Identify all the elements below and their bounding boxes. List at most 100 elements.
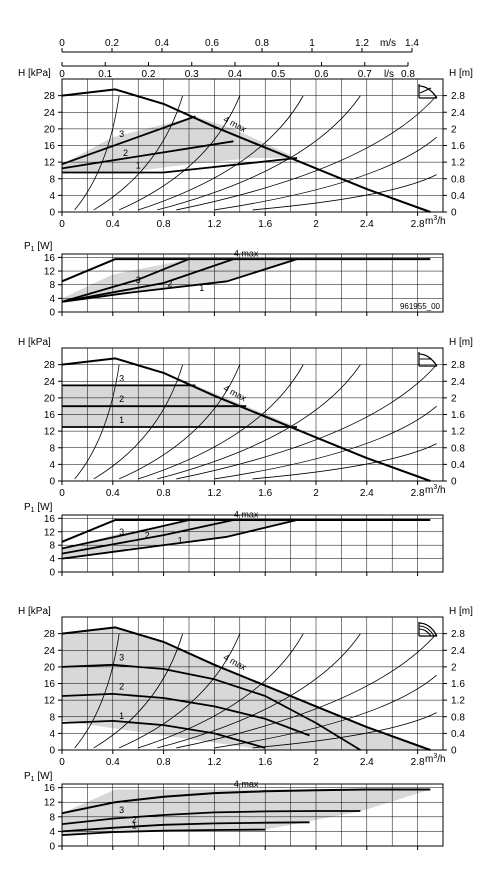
right-tick-label: 0 bbox=[451, 208, 457, 219]
flow-tick-label: 0.1 bbox=[98, 69, 112, 80]
system-curve bbox=[138, 633, 304, 749]
right-tick-label: 1.6 bbox=[451, 410, 465, 421]
x-tick-label: 2 bbox=[313, 488, 319, 499]
system-curve bbox=[118, 364, 241, 480]
y-tick-label: 0 bbox=[49, 308, 55, 319]
series-line-3 bbox=[61, 663, 361, 751]
y-tick-label: 16 bbox=[44, 141, 56, 152]
x-tick-label: 2.4 bbox=[360, 219, 374, 230]
y-tick-label: 20 bbox=[44, 662, 56, 673]
right-tick-label: 1.6 bbox=[451, 679, 465, 690]
system-curve bbox=[157, 95, 361, 211]
series-line-1 bbox=[61, 828, 266, 836]
x-tick-label: 0.4 bbox=[106, 219, 120, 230]
right-tick-label: 2.4 bbox=[451, 377, 465, 388]
operating-range-shading bbox=[62, 116, 297, 173]
x-axis-label: m3/h bbox=[425, 484, 446, 496]
series-label-3: 3 bbox=[119, 653, 124, 663]
y-tick-label: 0 bbox=[49, 842, 55, 853]
x-tick-label: 0.4 bbox=[106, 757, 120, 768]
series-label-1: 1 bbox=[136, 160, 141, 170]
series-label-2: 2 bbox=[119, 682, 124, 692]
y-axis-label: H [kPa] bbox=[18, 337, 51, 348]
x-tick-label: 2.8 bbox=[411, 757, 425, 768]
plot-frame bbox=[61, 783, 444, 847]
y-tick-label: 8 bbox=[49, 174, 55, 185]
x-tick-label: 1.6 bbox=[258, 757, 272, 768]
x-tick-label: 0.8 bbox=[157, 757, 171, 768]
y-tick-label: 16 bbox=[44, 783, 56, 794]
flow-tick-label: 0.4 bbox=[228, 69, 242, 80]
y-tick-label: 8 bbox=[49, 812, 55, 823]
series-label-2: 2 bbox=[123, 148, 128, 158]
right-tick-label: 0.4 bbox=[451, 191, 465, 202]
flow-tick-label: 0.3 bbox=[185, 69, 199, 80]
flow-tick-label: 0.8 bbox=[401, 69, 415, 80]
system-curve bbox=[157, 364, 361, 480]
y-tick-label: 12 bbox=[44, 267, 56, 278]
x-tick-label: 1.6 bbox=[258, 488, 272, 499]
series-label-3: 3 bbox=[136, 275, 141, 285]
x-tick-label: 2.4 bbox=[360, 757, 374, 768]
right-tick-label: 0.4 bbox=[451, 729, 465, 740]
right-tick-label: 2 bbox=[451, 124, 457, 135]
system-curve bbox=[157, 633, 361, 749]
right-tick-label: 0.8 bbox=[451, 174, 465, 185]
series-label-3: 3 bbox=[119, 129, 124, 139]
plot-frame bbox=[61, 514, 444, 573]
y-tick-label: 16 bbox=[44, 679, 56, 690]
y-tick-label: 24 bbox=[44, 108, 56, 119]
x-tick-label: 0.8 bbox=[157, 219, 171, 230]
y-tick-label: 0 bbox=[49, 477, 55, 488]
right-tick-label: 0 bbox=[451, 746, 457, 757]
series-line-4-max bbox=[61, 88, 431, 213]
series-line-4-max bbox=[61, 626, 431, 751]
system-curve bbox=[93, 633, 184, 749]
series-line-2 bbox=[61, 519, 234, 555]
right-tick-label: 0.8 bbox=[451, 712, 465, 723]
right-axis-label: H [m] bbox=[449, 337, 473, 348]
series-line-1 bbox=[61, 519, 298, 560]
x-tick-label: 0 bbox=[59, 488, 65, 499]
constant-pressure-icon bbox=[418, 352, 438, 367]
y-tick-label: 12 bbox=[44, 696, 56, 707]
y-tick-label: 24 bbox=[44, 646, 56, 657]
y-tick-label: 16 bbox=[44, 514, 56, 525]
series-line-1 bbox=[62, 157, 298, 174]
velocity-axis-label: m/s bbox=[380, 38, 396, 49]
system-curve bbox=[74, 633, 120, 749]
series-label-1: 1 bbox=[119, 415, 124, 425]
figure-code: 961955_00 bbox=[400, 302, 441, 311]
series-label-2: 2 bbox=[132, 814, 137, 824]
velocity-tick-label: 1.4 bbox=[405, 38, 419, 49]
y-tick-label: 20 bbox=[44, 393, 56, 404]
icon-curve-a bbox=[418, 622, 438, 637]
right-tick-label: 2.8 bbox=[451, 91, 465, 102]
icon-curve-c bbox=[418, 628, 432, 637]
system-curve bbox=[118, 633, 241, 749]
series-label-2: 2 bbox=[145, 530, 150, 540]
series-line-4-max bbox=[61, 258, 431, 283]
system-curve bbox=[252, 174, 437, 211]
right-tick-label: 1.2 bbox=[451, 427, 465, 438]
y-tick-label: 0 bbox=[49, 568, 55, 579]
y-tick-label: 8 bbox=[49, 443, 55, 454]
series-line-3 bbox=[61, 258, 190, 303]
y-tick-label: 28 bbox=[44, 91, 56, 102]
series-line-1 bbox=[61, 720, 266, 749]
x-tick-label: 2.8 bbox=[411, 488, 425, 499]
system-curve bbox=[176, 364, 437, 480]
right-tick-label: 2.8 bbox=[451, 360, 465, 371]
series-line-2 bbox=[61, 140, 234, 170]
series-label-1: 1 bbox=[178, 536, 183, 546]
x-tick-label: 1.2 bbox=[207, 757, 221, 768]
y-tick-label: 12 bbox=[44, 527, 56, 538]
series-label-1: 1 bbox=[119, 711, 124, 721]
system-curve bbox=[138, 95, 304, 211]
y-tick-label: 24 bbox=[44, 377, 56, 388]
y-tick-label: 4 bbox=[49, 729, 55, 740]
